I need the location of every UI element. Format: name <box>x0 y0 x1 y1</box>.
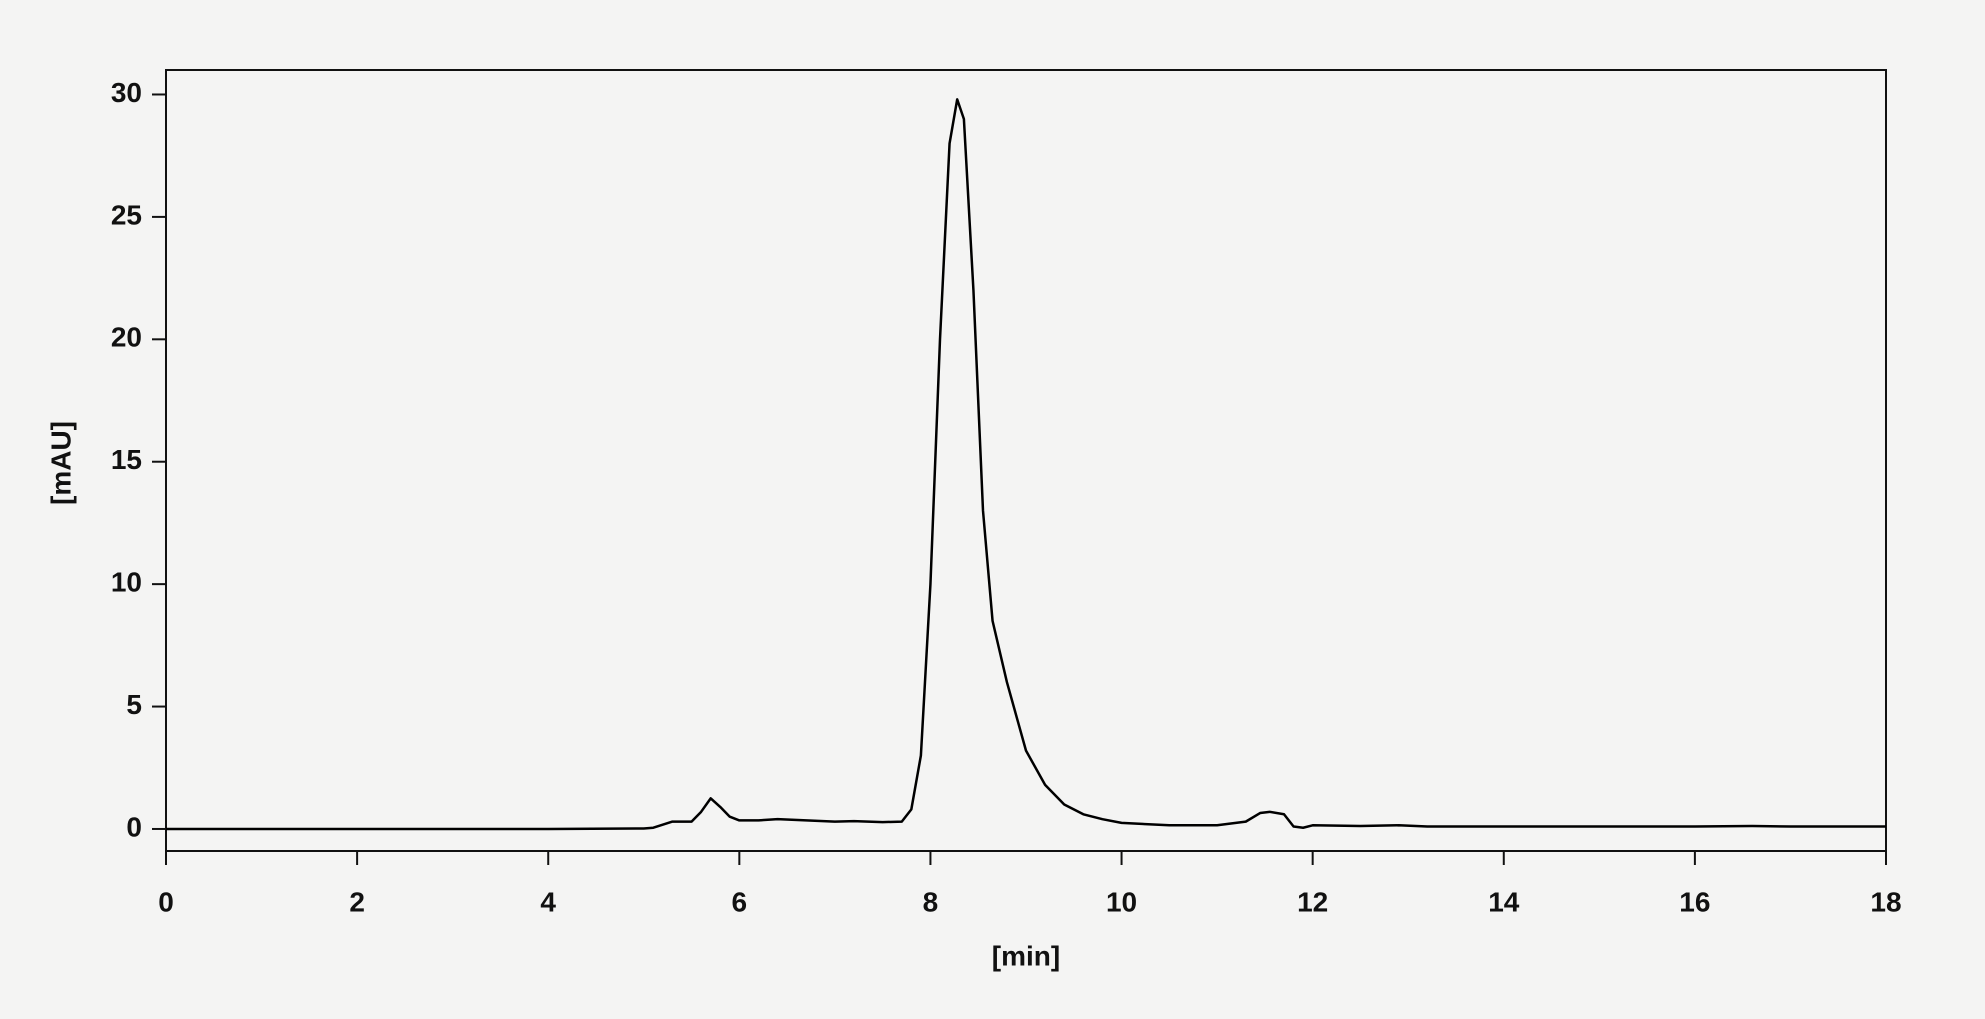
chromatogram-line <box>166 98 1886 831</box>
x-tick-label: 0 <box>158 886 174 917</box>
y-tick-label: 30 <box>111 77 142 108</box>
x-tick-label: 2 <box>349 886 365 917</box>
y-tick-label: 20 <box>111 322 142 353</box>
x-tick-label: 8 <box>923 886 939 917</box>
y-tick-label: 5 <box>126 689 142 720</box>
x-axis-label: [min] <box>992 940 1060 971</box>
y-tick-label: 25 <box>111 199 142 230</box>
x-tick-label: 18 <box>1870 886 1901 917</box>
y-tick-label: 10 <box>111 567 142 598</box>
y-axis-label: [mAU] <box>45 421 76 505</box>
x-tick-label: 4 <box>540 886 556 917</box>
x-tick-label: 16 <box>1679 886 1710 917</box>
x-tick-label: 12 <box>1297 886 1328 917</box>
x-tick-label: 14 <box>1488 886 1520 917</box>
x-tick-label: 6 <box>732 886 748 917</box>
plot-frame <box>165 69 1887 852</box>
x-tick-label: 10 <box>1106 886 1137 917</box>
y-tick-label: 15 <box>111 444 142 475</box>
y-tick-label: 0 <box>126 811 142 842</box>
